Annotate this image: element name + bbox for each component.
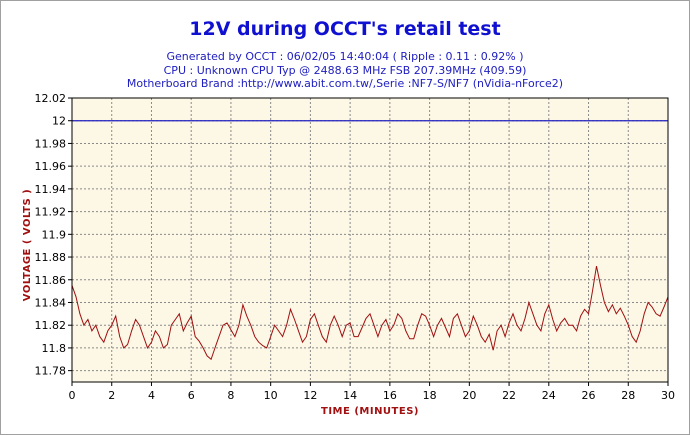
x-axis-ticks: 0 2 4 6 8 10 12 14 16 18 20 22 24 26 28 30 (69, 382, 675, 402)
x-tick-label: 2 (108, 389, 115, 402)
x-tick-label: 28 (621, 389, 635, 402)
y-tick-label: 12 (52, 115, 66, 128)
y-tick-label: 11.98 (35, 137, 67, 150)
x-tick-label: 6 (188, 389, 195, 402)
grid-lines (72, 97, 668, 382)
y-tick-label: 11.88 (35, 251, 67, 264)
x-tick-label: 4 (148, 389, 155, 402)
y-axis-ticks: 11.78 11.8 11.82 11.84 11.86 11.88 11.9 11.92 11… (35, 92, 72, 378)
y-tick-label: 11.84 (35, 296, 67, 309)
x-tick-label: 26 (582, 389, 596, 402)
chart-title: 12V during OCCT's retail test (189, 18, 501, 40)
y-tick-label: 11.94 (35, 183, 67, 196)
x-tick-label: 16 (383, 389, 397, 402)
y-axis-label: VOLTAGE ( VOLTS ) (22, 189, 33, 302)
x-tick-label: 12 (303, 389, 317, 402)
generated-info: Generated by OCCT : 06/02/05 14:40:04 ( … (166, 50, 524, 63)
series-line-12v (71, 265, 669, 361)
x-tick-label: 22 (502, 389, 516, 402)
plot-border (71, 97, 669, 383)
y-tick-label: 12.02 (35, 92, 67, 105)
y-tick-label: 11.86 (35, 274, 67, 287)
y-tick-label: 11.92 (35, 206, 67, 219)
motherboard-info: Motherboard Brand :http://www.abit.com.t… (126, 77, 564, 90)
x-axis-label: TIME (MINUTES) (321, 406, 419, 417)
x-tick-label: 0 (69, 389, 76, 402)
x-tick-label: 24 (542, 389, 556, 402)
x-tick-label: 18 (423, 389, 437, 402)
y-tick-label: 11.82 (35, 319, 67, 332)
plot-area (72, 98, 668, 382)
x-tick-label: 10 (264, 389, 278, 402)
x-tick-label: 14 (343, 389, 357, 402)
y-tick-label: 11.9 (42, 228, 67, 241)
x-tick-label: 20 (462, 389, 476, 402)
y-tick-label: 11.8 (42, 342, 67, 355)
y-tick-label: 11.96 (35, 160, 67, 173)
x-tick-label: 8 (227, 389, 234, 402)
y-tick-label: 11.78 (35, 365, 67, 378)
x-tick-label: 30 (661, 389, 675, 402)
cpu-info: CPU : Unknown CPU Typ @ 2488.63 MHz FSB … (163, 64, 527, 77)
